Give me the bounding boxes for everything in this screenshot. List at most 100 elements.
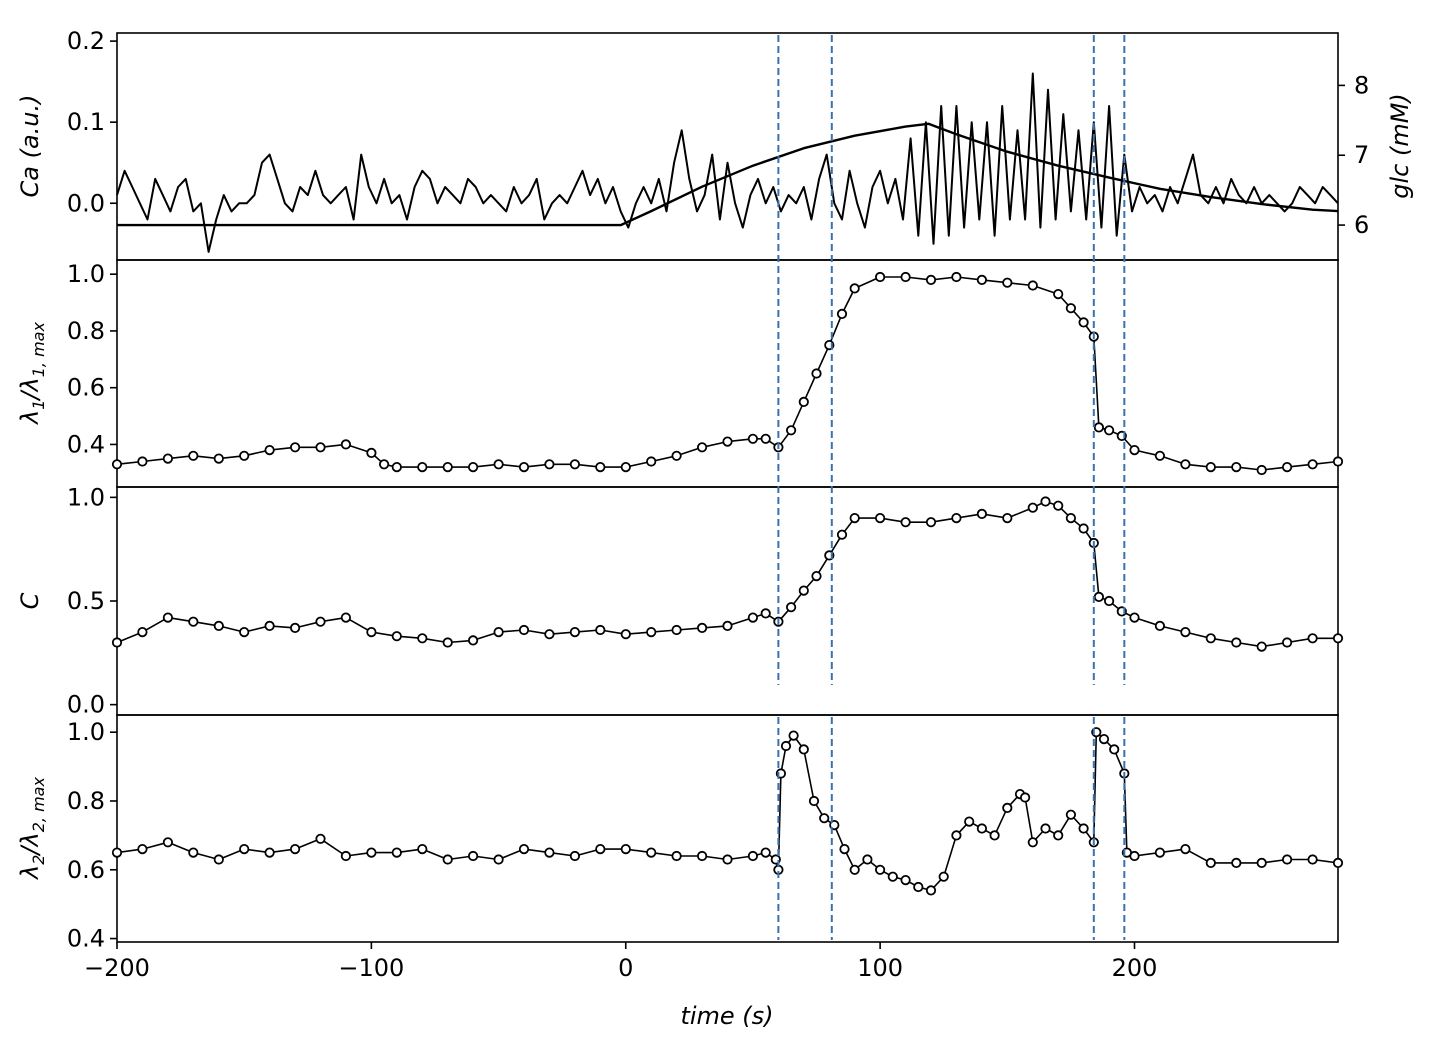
lambda1-point-51 — [1180, 459, 1191, 470]
lambda1-ylabel: λ1/λ1, max — [16, 322, 48, 426]
lambda2-point-16 — [518, 843, 530, 855]
lambda2-point-41 — [900, 874, 911, 886]
lambda2-point-34 — [819, 813, 830, 824]
C-point-41 — [1040, 496, 1051, 507]
lambda2-point-2 — [162, 837, 173, 848]
C-point-21 — [646, 626, 657, 638]
lambda1-point-29 — [785, 425, 797, 436]
lambda2-point-47 — [976, 823, 988, 834]
lambda2-point-19 — [595, 843, 606, 855]
C-point-17 — [544, 629, 555, 640]
C-point-52 — [1205, 633, 1216, 644]
lambda2-point-64 — [1154, 847, 1166, 858]
C-point-34 — [874, 512, 886, 524]
lambda2-point-20 — [620, 843, 631, 855]
C-point-53 — [1231, 637, 1242, 648]
xtick-label-2: 0 — [618, 954, 633, 982]
lambda1-ylabel-main: λ — [16, 410, 44, 426]
lambda1-point-9 — [340, 439, 351, 450]
lambda1-point-8 — [315, 442, 326, 453]
C-point-36 — [925, 517, 937, 528]
C-point-40 — [1027, 502, 1038, 513]
ca-ylabel: Ca (a.u.) — [16, 95, 44, 198]
lambda1-point-34 — [849, 283, 860, 294]
lambda2-ytick-label-3: 1.0 — [67, 718, 105, 746]
lambda2-point-49 — [1002, 802, 1013, 814]
C-point-28 — [785, 602, 797, 613]
lambda1-point-0 — [111, 459, 123, 470]
ca-ytick-label-0: 0.0 — [67, 189, 105, 217]
lambda1-point-22 — [646, 456, 657, 467]
lambda2-ylabel-mid: /λ — [16, 832, 44, 856]
C-point-4 — [213, 620, 224, 632]
lambda1-point-37 — [925, 274, 937, 285]
lambda1-point-6 — [264, 444, 275, 456]
lambda1-point-44 — [1078, 317, 1089, 328]
C-point-49 — [1129, 612, 1140, 623]
event-lines — [777, 35, 1126, 940]
C-point-12 — [417, 633, 428, 644]
lambda1-point-36 — [900, 271, 911, 283]
lambda2-ytick-label-0: 0.4 — [67, 925, 105, 953]
lambda1-point-4 — [213, 453, 224, 464]
C-point-8 — [315, 616, 326, 627]
C-point-46 — [1093, 591, 1105, 603]
lambda1-point-49 — [1129, 444, 1140, 456]
lambda1-point-24 — [696, 442, 708, 453]
lambda2-point-54 — [1053, 830, 1064, 841]
C-point-50 — [1154, 620, 1166, 632]
ca-series-line-0 — [116, 72, 1339, 253]
lambda1-point-3 — [188, 450, 199, 461]
lambda1-point-38 — [951, 271, 962, 283]
xtick-label-0: −200 — [84, 954, 150, 982]
lambda2-point-66 — [1205, 857, 1216, 869]
lambda2-point-1 — [137, 843, 148, 855]
C-point-33 — [849, 512, 860, 524]
lambda2-point-43 — [925, 885, 937, 896]
glc-ytick-label-0: 6 — [1354, 211, 1369, 239]
lambda2-point-63 — [1129, 850, 1140, 862]
lambda2-point-9 — [340, 850, 351, 862]
lambda2-point-68 — [1256, 857, 1267, 869]
C-point-13 — [442, 637, 453, 648]
lambda1-point-41 — [1027, 280, 1038, 291]
C-point-22 — [671, 624, 682, 636]
lambda1-point-19 — [569, 459, 581, 470]
C-ytick-label-0: 0.0 — [67, 691, 105, 719]
lambda1-point-40 — [1002, 277, 1013, 288]
lambda2-point-46 — [964, 816, 975, 827]
lambda1-point-11 — [378, 459, 390, 470]
C-point-15 — [493, 626, 504, 638]
lambda2-point-33 — [808, 795, 820, 807]
lambda2-point-44 — [938, 871, 949, 882]
lambda1-ylabel-sub1: 1 — [29, 400, 48, 410]
lambda1-point-26 — [747, 433, 759, 444]
lambda1-point-18 — [544, 459, 555, 470]
panel-c-frame — [116, 486, 1339, 716]
C-ytick-label-2: 1.0 — [67, 483, 105, 511]
C-point-7 — [289, 622, 301, 634]
lambda1-point-56 — [1307, 459, 1318, 470]
lambda1-point-57 — [1332, 456, 1344, 467]
lambda2-point-17 — [544, 847, 555, 858]
lambda2-point-39 — [874, 864, 886, 875]
lambda1-point-42 — [1053, 288, 1064, 300]
lambda2-point-70 — [1307, 854, 1318, 865]
lambda1-point-20 — [595, 461, 606, 473]
lambda2-point-55 — [1065, 809, 1077, 820]
x-axis-label: time (s) — [680, 1002, 773, 1030]
lambda1-ytick-label-1: 0.6 — [67, 374, 105, 402]
C-point-1 — [137, 626, 148, 638]
lambda2-point-60 — [1109, 744, 1120, 755]
lambda2-ytick-label-1: 0.6 — [67, 856, 105, 884]
lambda2-point-65 — [1180, 843, 1191, 855]
C-point-30 — [811, 570, 822, 582]
lambda1-point-52 — [1205, 461, 1216, 473]
lambda1-ytick-label-2: 0.8 — [67, 317, 105, 345]
chart-marks — [111, 72, 1344, 896]
C-point-29 — [798, 585, 809, 596]
panel-lambda1-frame — [116, 259, 1339, 488]
lambda2-point-22 — [671, 850, 682, 862]
C-point-14 — [467, 635, 479, 646]
